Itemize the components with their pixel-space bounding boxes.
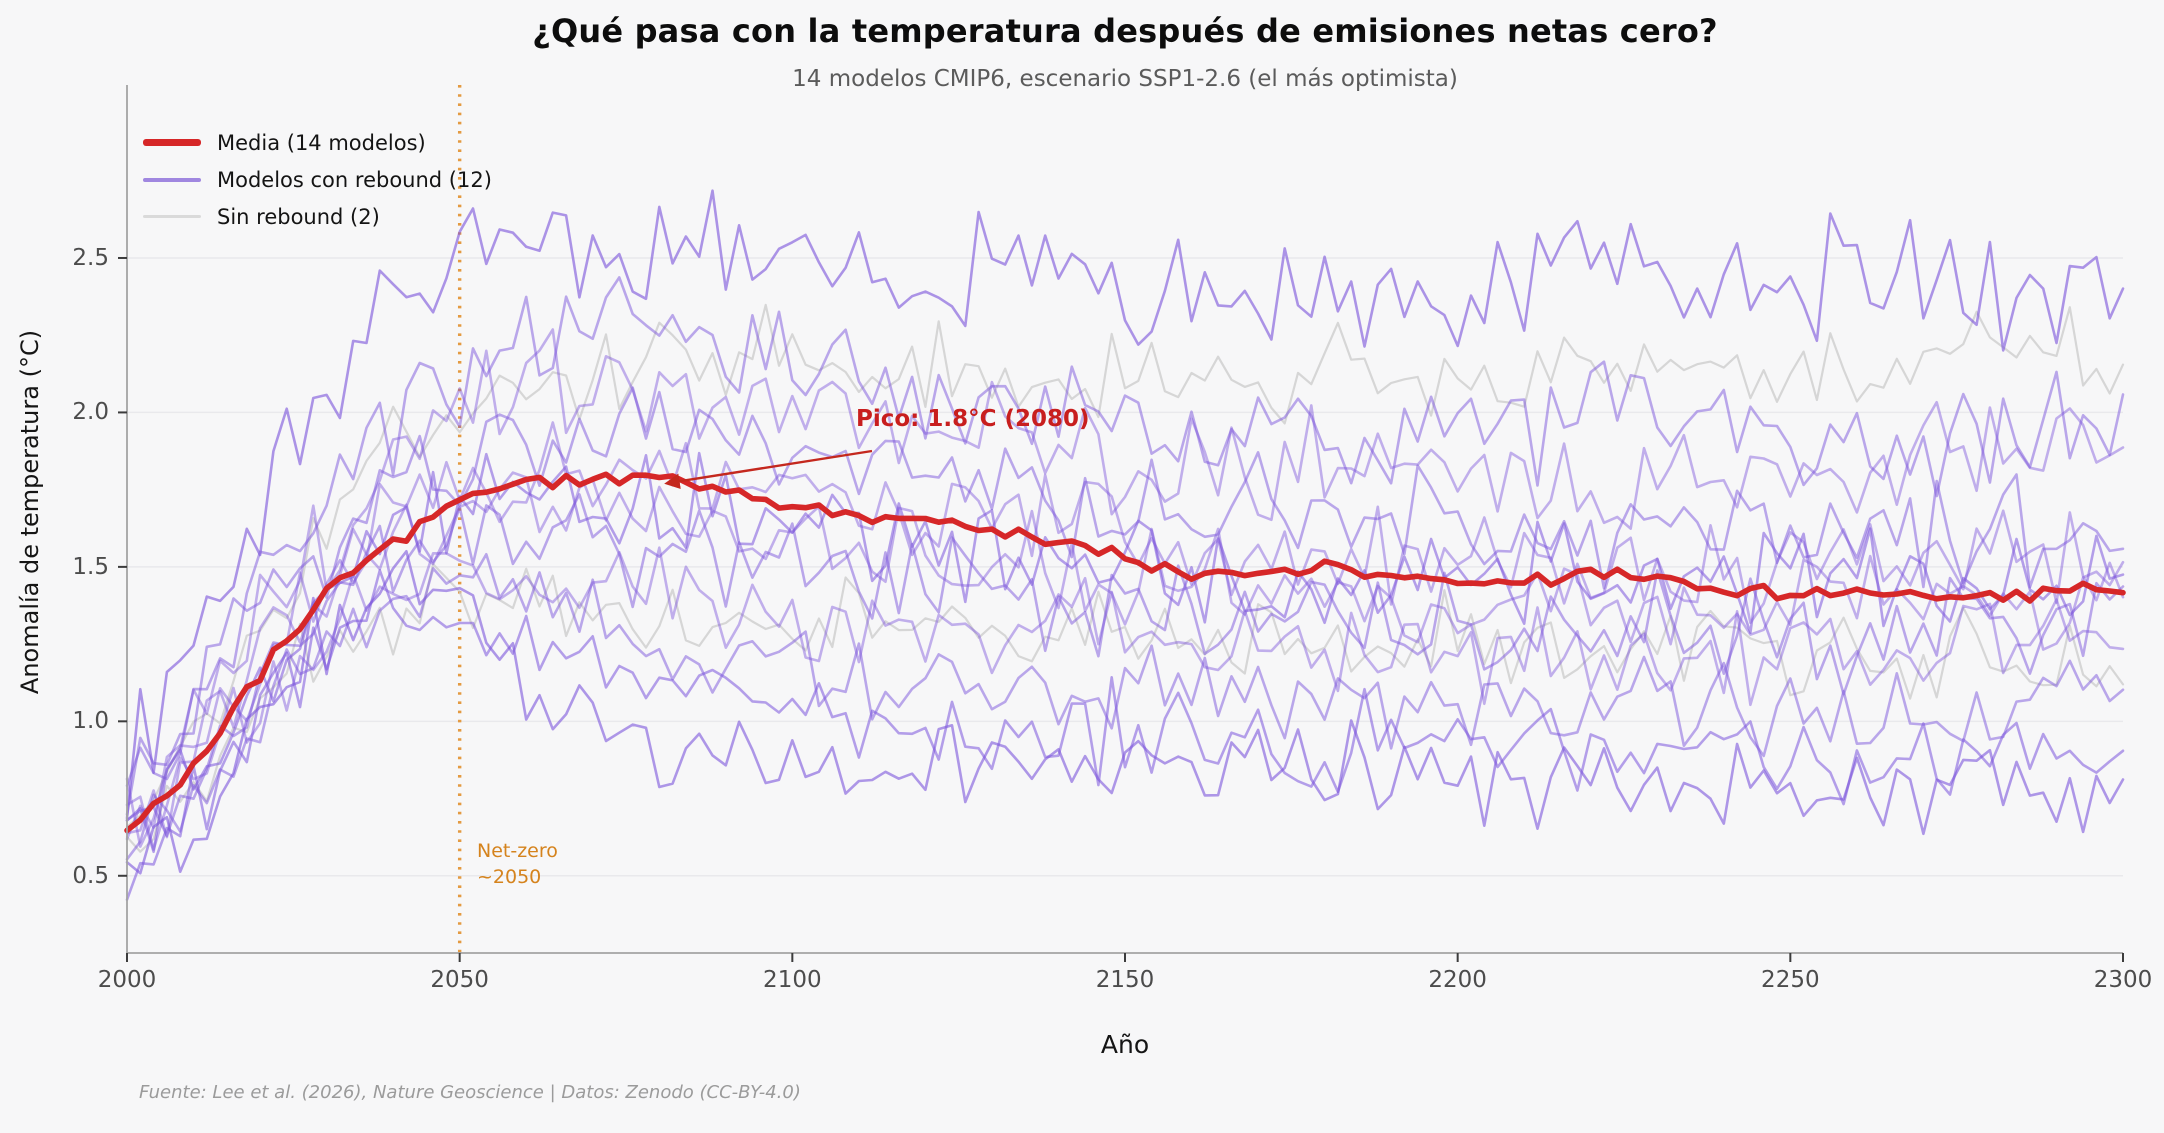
legend-item-sin-rebound: Sin rebound (2) <box>143 198 492 235</box>
annotation-arrow <box>664 449 873 489</box>
legend-item-rebound: Modelos con rebound (12) <box>143 161 492 198</box>
series-line-rebound-12 <box>125 549 2125 875</box>
legend-label-sin-rebound: Sin rebound (2) <box>217 204 380 229</box>
series-line-rebound-6 <box>125 451 2125 854</box>
netzero-label: Net-zero ~2050 <box>477 838 558 890</box>
series-line-rebound-4 <box>125 386 2125 816</box>
series-line-rebound-8 <box>125 493 2125 838</box>
legend-swatch-media <box>143 139 201 146</box>
series-line-rebound-11 <box>125 568 2125 902</box>
x-axis-label: Año <box>1100 1030 1150 1059</box>
series-line-rebound-2 <box>125 276 2125 788</box>
legend-label-media: Media (14 modelos) <box>217 130 426 155</box>
legend: Media (14 modelos) Modelos con rebound (… <box>143 124 492 235</box>
peak-annotation: Pico: 1.8°C (2080) <box>856 406 1090 432</box>
legend-item-media: Media (14 modelos) <box>143 124 492 161</box>
source-footer: Fuente: Lee et al. (2026), Nature Geosci… <box>139 1082 801 1103</box>
series-line-rebound-9 <box>125 546 2125 851</box>
series-line-rebound-10 <box>125 552 2125 861</box>
legend-swatch-sin-rebound <box>143 215 201 218</box>
series-line-sin-rebound-2 <box>125 562 2125 853</box>
series-line-rebound-1 <box>125 189 2125 820</box>
series-line-sin-rebound-1 <box>125 303 2125 829</box>
chart-subtitle: 14 modelos CMIP6, escenario SSP1-2.6 (el… <box>792 66 1458 92</box>
netzero-label-line1: Net-zero <box>477 840 558 862</box>
netzero-label-line2: ~2050 <box>477 866 542 888</box>
series-line-rebound-3 <box>125 328 2125 848</box>
legend-swatch-rebound <box>143 177 201 182</box>
legend-label-rebound: Modelos con rebound (12) <box>217 167 492 192</box>
chart-title: ¿Qué pasa con la temperatura después de … <box>532 12 1718 50</box>
y-axis-label: Anomalía de temperatura (°C) <box>16 329 44 695</box>
series-line-rebound-5 <box>125 421 2125 841</box>
series-line-Media (14 modelos) <box>124 471 2126 834</box>
